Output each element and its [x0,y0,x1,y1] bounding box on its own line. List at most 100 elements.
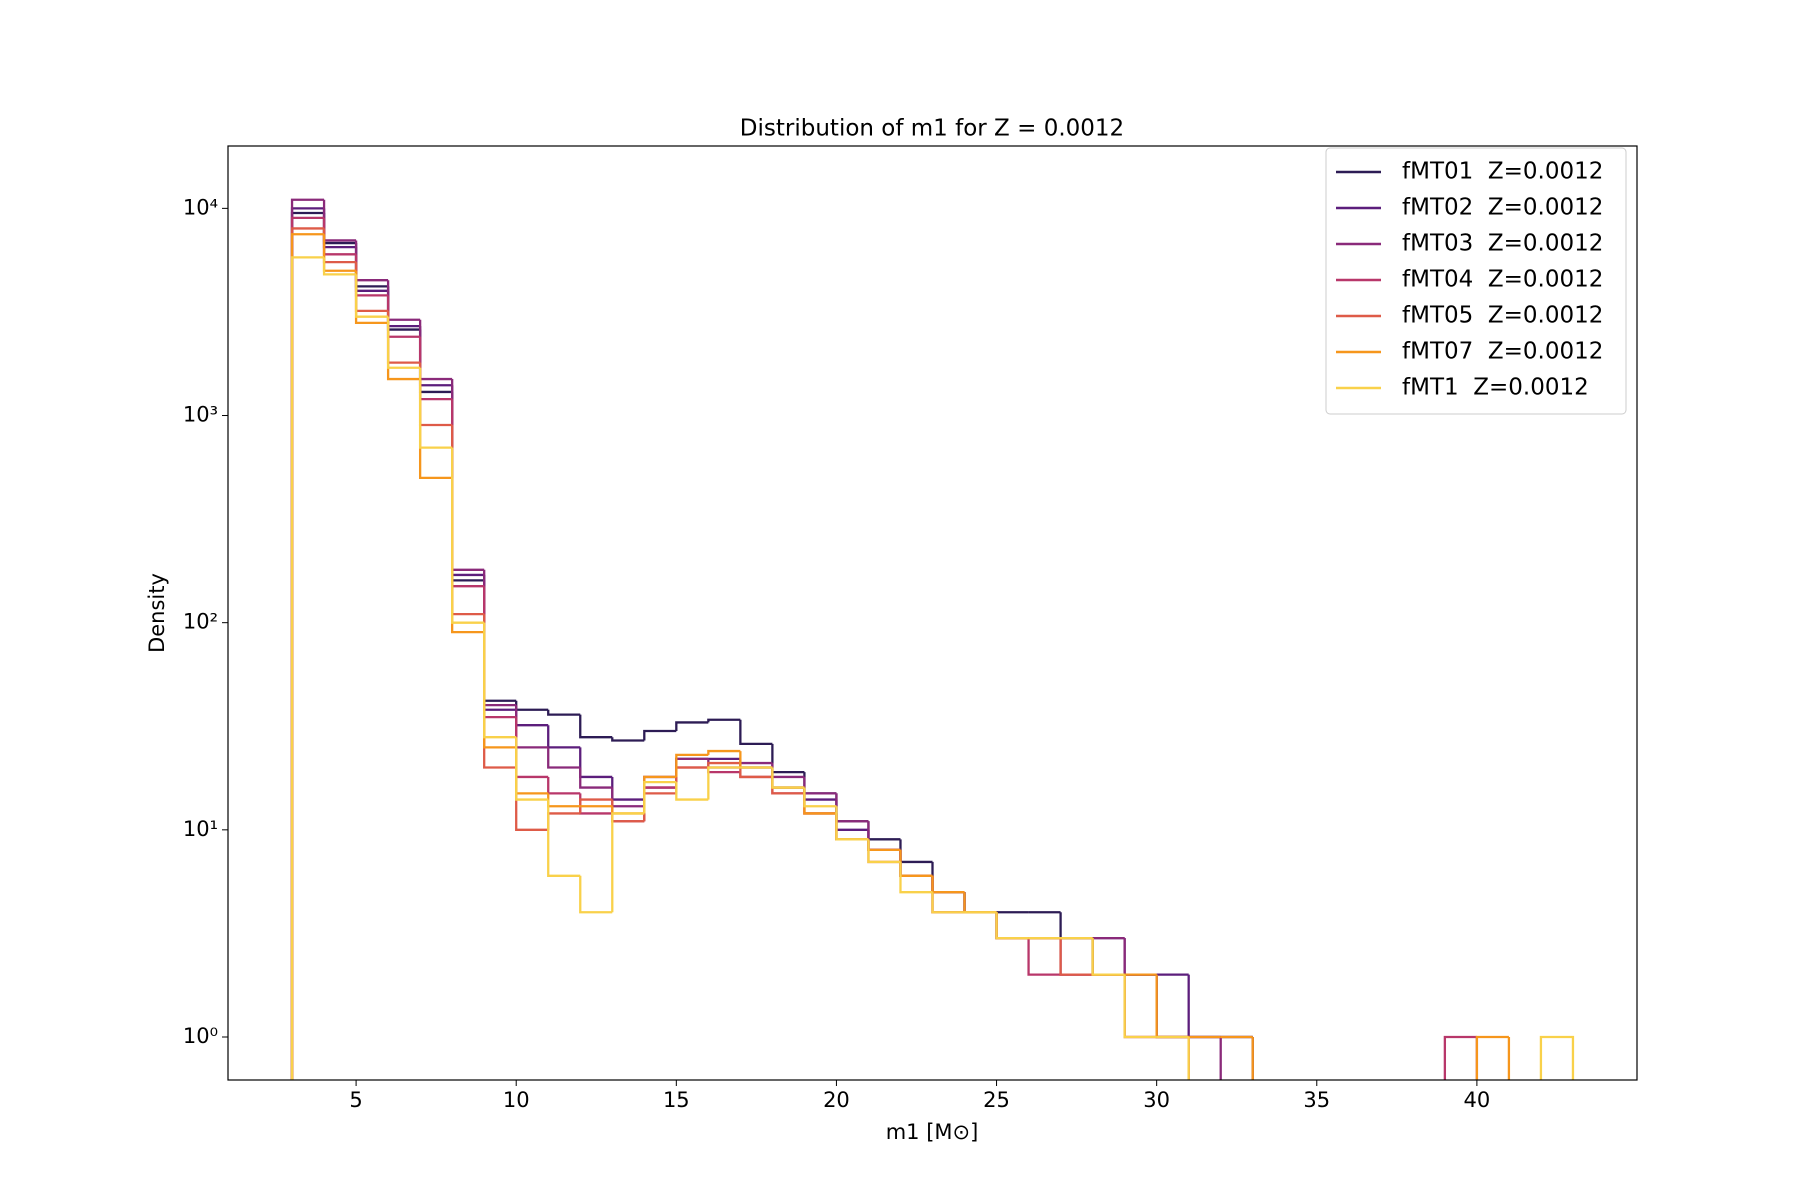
histogram-step [354,240,389,282]
histogram-step [835,793,869,823]
histogram-step [579,793,613,815]
histogram-step [611,813,645,823]
histogram-step [483,569,517,707]
x-tick-label: 30 [1143,1088,1170,1112]
histogram-step [547,747,581,769]
histogram-step [322,217,357,256]
histogram-step [675,766,709,788]
histogram-step [1187,1036,1190,1080]
x-tick-label: 20 [823,1088,850,1112]
histogram-step [867,821,901,852]
histogram-step [322,212,357,245]
histogram-step [707,761,741,768]
histogram-step [803,772,837,795]
histogram-step [1155,974,1189,1039]
histogram-step [418,326,453,387]
histogram-step [803,776,837,795]
histogram-step [290,216,325,1080]
histogram-step [354,274,389,318]
histogram-step [675,721,709,731]
histogram-step [995,912,1029,940]
histogram-step [1091,938,1125,976]
histogram-step [547,709,581,716]
histogram-step [899,861,933,877]
histogram-step [611,812,645,913]
histogram-step [451,399,485,588]
histogram-step [675,757,709,788]
legend-label: fMT02 Z=0.0012 [1402,195,1603,221]
legend-label: fMT05 Z=0.0012 [1402,303,1603,329]
histogram-step [931,892,965,914]
histogram-step [515,700,549,711]
histogram-step [515,709,549,727]
histogram-step [1507,1036,1511,1080]
plot-area [290,198,1575,1080]
histogram-step [931,875,965,914]
histogram-step [1123,974,1157,1039]
histogram-step [547,799,581,877]
histogram-step [1027,938,1061,976]
histogram-step [451,391,485,582]
x-tick-label: 25 [983,1088,1010,1112]
histogram-step [963,892,997,914]
histogram-step [451,385,485,577]
histogram-step [322,228,357,264]
histogram-step [707,766,741,800]
histogram-step [995,912,1029,940]
histogram-step [995,912,1029,940]
legend-label: fMT01 Z=0.0012 [1402,159,1603,185]
histogram-step [1187,1036,1190,1080]
y-tick-label: 10² [183,610,218,634]
histogram-step [1123,938,1157,976]
histogram-step [418,336,453,401]
histogram-step [483,632,517,749]
histogram-step [643,792,677,822]
histogram-step [899,861,933,894]
histogram-step [354,270,389,325]
histogram-step [483,586,517,719]
histogram-step [322,199,357,242]
histogram-step [835,813,869,841]
histogram-step [771,767,805,789]
histogram-step [515,737,549,801]
histogram-step [675,782,709,801]
histogram-step [386,286,421,331]
histogram-step [835,813,869,841]
histogram-step [579,875,613,914]
y-tick-label: 10⁰ [183,1024,218,1048]
plot-frame [227,145,1638,1081]
histogram-step [579,767,613,789]
histogram-step [931,875,965,894]
y-tick-label: 10¹ [183,817,218,841]
histogram-step [803,793,837,815]
histogram-step [867,821,901,841]
legend-label: fMT03 Z=0.0012 [1402,231,1603,257]
histogram-step [707,749,741,755]
histogram-step [579,747,613,779]
histogram-step [931,875,965,894]
histogram-step [963,892,997,914]
legend-label: fMT04 Z=0.0012 [1402,267,1603,293]
histogram-step [739,763,773,779]
legend-label: fMT07 Z=0.0012 [1402,339,1603,365]
histogram-step [290,211,325,1080]
histogram-step [418,362,453,427]
histogram-step [547,776,581,795]
histogram-step [386,316,421,369]
histogram-step [418,379,453,480]
x-tick-label: 40 [1464,1088,1491,1112]
histogram-step [1187,1036,1190,1080]
histogram-step [386,322,421,381]
histogram-step [515,747,549,795]
histogram-step [547,812,581,830]
histogram-step [451,379,485,571]
histogram-step [1475,1036,1479,1080]
histogram-step [611,737,645,742]
histogram-step [1123,974,1157,1039]
histogram-step [771,743,805,774]
legend-label: fMT1 Z=0.0012 [1402,375,1589,401]
histogram-step [771,776,805,795]
histogram-step [451,447,485,624]
histogram-step [290,256,325,1080]
